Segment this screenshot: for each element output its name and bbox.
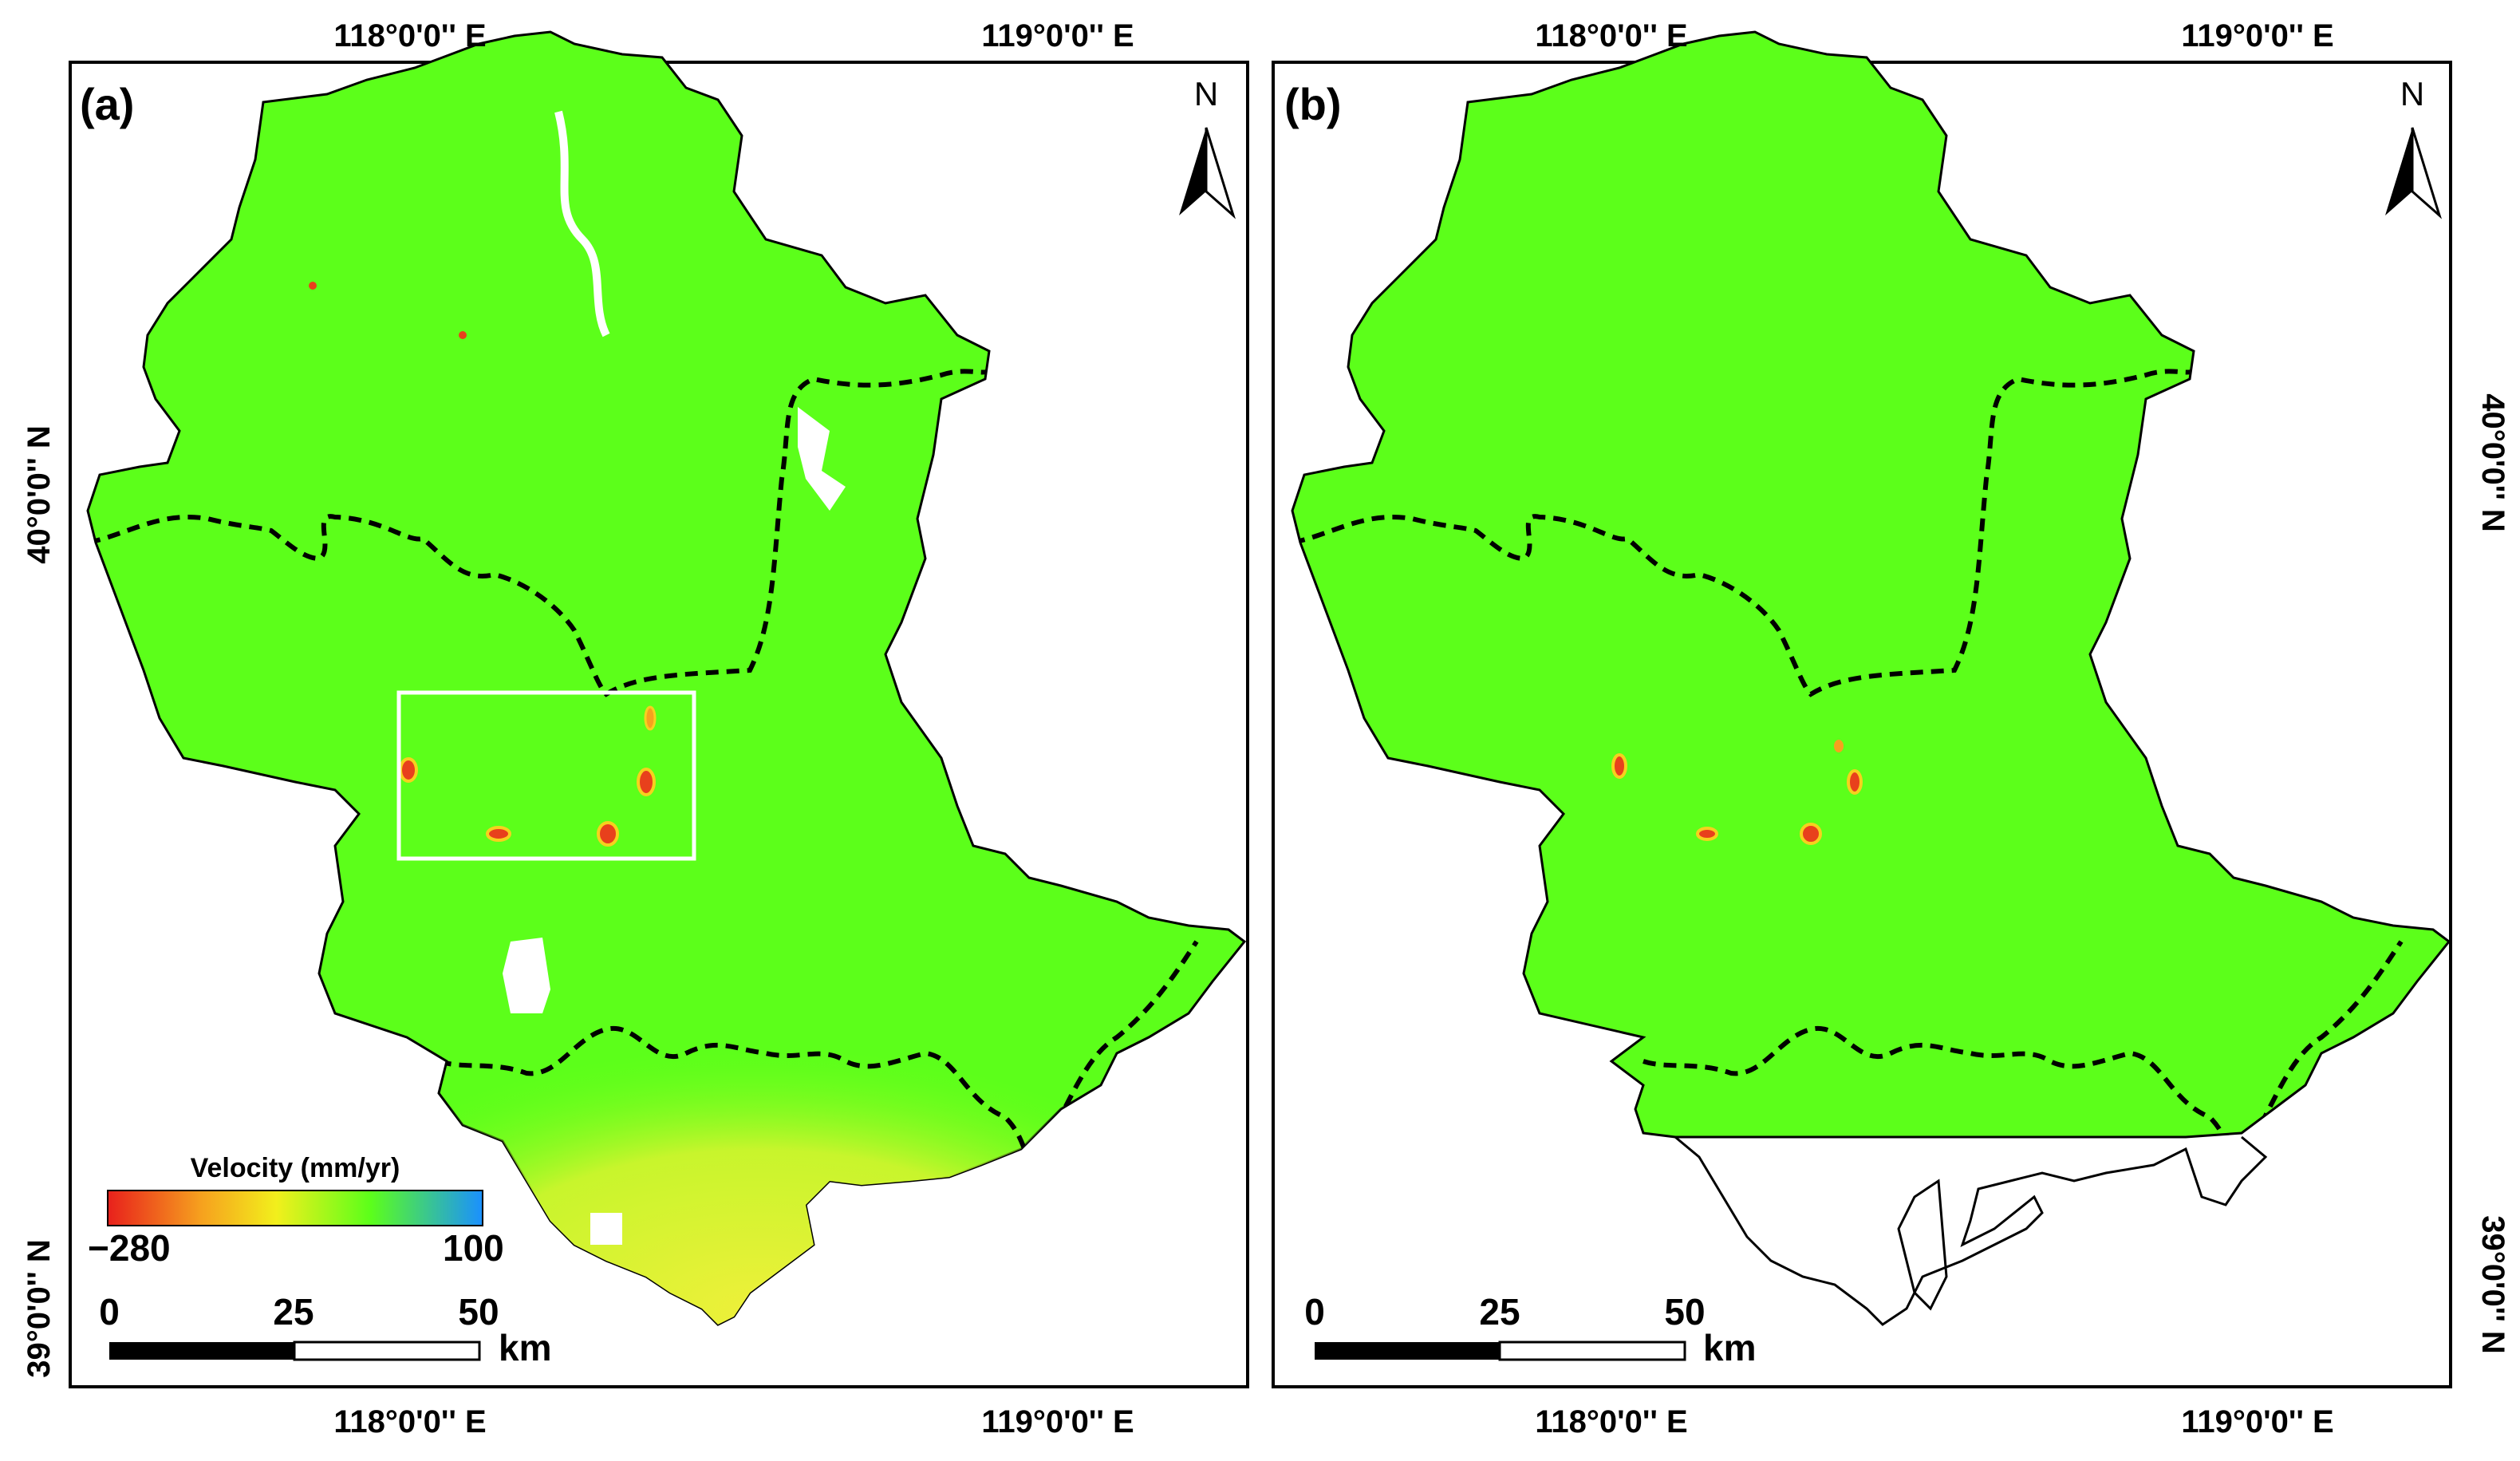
y-axis-label-right: 40°0'0'' N [2475, 393, 2510, 532]
y-axis-label-left: 40°0'0'' N [22, 425, 57, 564]
north-arrow-label: N [2400, 75, 2424, 113]
subsidence-hotspot [459, 331, 467, 339]
velocity-legend: Velocity (mm/yr) −280 100 [88, 1153, 504, 1269]
reservoir-no-data [798, 407, 846, 511]
subsidence-hotspot [1834, 740, 1844, 752]
north-arrow: N [2385, 75, 2443, 219]
scale-tick-label: 50 [1664, 1291, 1705, 1333]
x-axis-label-bottom: 118°0'0'' E [333, 1404, 486, 1439]
subsidence-hotspot [597, 821, 619, 847]
x-axis-label-bottom: 119°0'0'' E [981, 1404, 1134, 1439]
x-axis-label-top: 118°0'0'' E [333, 18, 486, 53]
panel-b-map [1291, 30, 2451, 1326]
scale-tick-label: 25 [1479, 1291, 1520, 1333]
river-no-data [554, 110, 610, 338]
legend-min-label: −280 [88, 1227, 171, 1269]
legend-title: Velocity (mm/yr) [191, 1153, 400, 1183]
x-axis-label-bottom: 118°0'0'' E [1535, 1404, 1687, 1439]
scale-tick-label: 25 [273, 1291, 314, 1333]
subsidence-hotspot [1800, 823, 1822, 845]
district-boundary-dashed [88, 369, 991, 697]
scale-unit: km [1703, 1327, 1756, 1368]
subsidence-hotspot [486, 826, 511, 842]
panel-b-label: (b) [1284, 79, 1342, 129]
subsidence-hotspot [637, 768, 656, 796]
panel-a: (a) N Velocity (mm/yr) −280 100 0 25 50 … [22, 18, 1249, 1439]
subsidence-hotspot [309, 282, 317, 290]
district-boundary-dashed [1292, 369, 2195, 697]
scale-tick-label: 0 [1304, 1291, 1325, 1333]
y-axis-label-left: 39°0'0'' N [22, 1239, 57, 1378]
x-axis-label-top: 119°0'0'' E [981, 18, 1134, 53]
subsidence-hotspot [644, 705, 657, 731]
subsidence-hotspot [1611, 753, 1627, 779]
uncovered-coast-outline [1674, 1135, 2268, 1326]
harbor-pier-outline [1897, 1179, 1948, 1311]
scale-tick-label: 50 [458, 1291, 499, 1333]
scale-unit: km [499, 1327, 551, 1368]
legend-max-label: 100 [443, 1227, 504, 1269]
x-axis-label-top: 118°0'0'' E [1535, 18, 1687, 53]
scale-bar: 0 25 50 km [99, 1291, 551, 1368]
subsidence-hotspot [399, 757, 418, 783]
district-boundary-dashed [1643, 940, 2404, 1137]
subsidence-hotspot [1847, 769, 1863, 795]
north-arrow-label: N [1194, 75, 1218, 113]
lake-no-data [503, 938, 550, 1013]
panel-a-label: (a) [80, 79, 134, 129]
scale-tick-label: 0 [99, 1291, 120, 1333]
subsidence-hotspot [1696, 827, 1718, 841]
north-arrow: N [1179, 75, 1236, 219]
scale-bar: 0 25 50 km [1304, 1291, 1756, 1368]
x-axis-label-bottom: 119°0'0'' E [2181, 1404, 2333, 1439]
x-axis-label-top: 119°0'0'' E [2181, 18, 2333, 53]
port-no-data [590, 1213, 622, 1245]
study-area-box [396, 690, 696, 861]
legend-color-ramp [107, 1190, 483, 1226]
district-boundary-dashed [438, 940, 1199, 1157]
y-axis-label-right: 39°0'0'' N [2475, 1215, 2510, 1354]
panel-b: (b) N 0 25 50 km 118°0'0'' E 119°0'0'' E… [1272, 18, 2510, 1439]
